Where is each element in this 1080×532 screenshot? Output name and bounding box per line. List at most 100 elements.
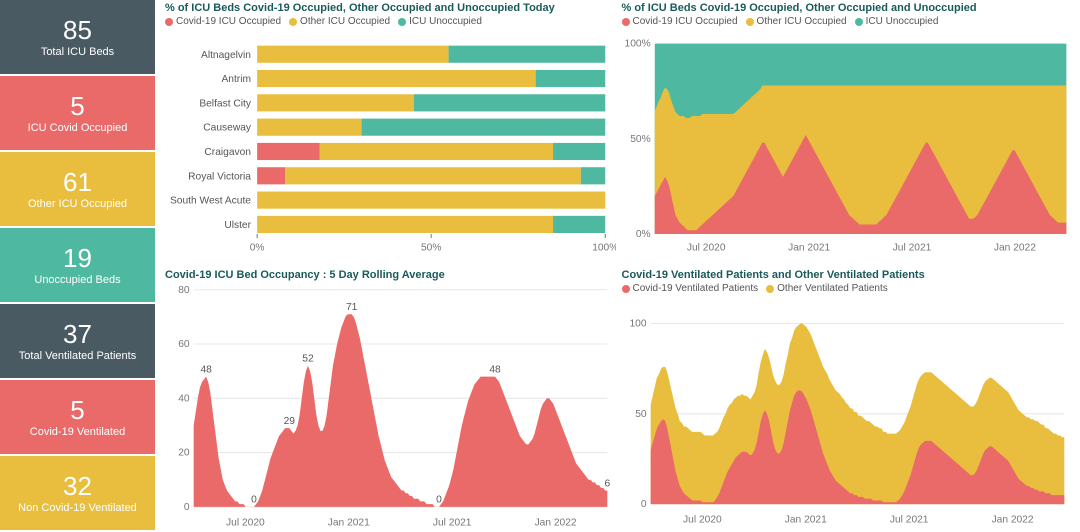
- svg-text:Jan 2021: Jan 2021: [784, 515, 826, 526]
- legend-dot: [746, 18, 754, 26]
- svg-text:Jul 2020: Jul 2020: [686, 242, 725, 253]
- svg-text:Jan 2022: Jan 2022: [991, 515, 1033, 526]
- legend-dot: [766, 285, 774, 293]
- svg-text:Belfast City: Belfast City: [199, 98, 252, 109]
- svg-text:Altnagelvin: Altnagelvin: [201, 50, 251, 61]
- svg-text:0: 0: [184, 502, 190, 513]
- svg-text:50: 50: [635, 409, 647, 420]
- ventilated-title: Covid-19 Ventilated Patients and Other V…: [622, 269, 1073, 281]
- stat-value: 19: [63, 244, 92, 273]
- svg-text:6: 6: [604, 478, 610, 489]
- svg-text:South West Acute: South West Acute: [170, 196, 251, 207]
- stat-label: Total ICU Beds: [41, 46, 114, 58]
- legend-item: Covid-19 Ventilated Patients: [622, 283, 759, 294]
- stat-card: 85 Total ICU Beds: [0, 0, 155, 74]
- stat-value: 85: [63, 16, 92, 45]
- svg-text:Jul 2021: Jul 2021: [892, 242, 931, 253]
- hbar-title: % of ICU Beds Covid-19 Occupied, Other O…: [165, 2, 616, 14]
- stat-value: 32: [63, 472, 92, 501]
- rolling-svg: 0204060804802952710486Jul 2020Jan 2021Ju…: [165, 283, 616, 530]
- stacked-title: % of ICU Beds Covid-19 Occupied, Other O…: [622, 2, 1073, 14]
- svg-text:Jan 2022: Jan 2022: [993, 242, 1035, 253]
- ventilated-legend: Covid-19 Ventilated Patients Other Ventil…: [622, 283, 1073, 294]
- svg-text:48: 48: [200, 365, 212, 376]
- hbar-chart: % of ICU Beds Covid-19 Occupied, Other O…: [165, 2, 616, 263]
- stat-value: 37: [63, 320, 92, 349]
- stat-card: 19 Unoccupied Beds: [0, 228, 155, 302]
- svg-text:48: 48: [489, 365, 501, 376]
- legend-label: Other ICU Occupied: [757, 16, 847, 27]
- legend-label: Covid-19 ICU Occupied: [633, 16, 738, 27]
- svg-text:20: 20: [178, 448, 190, 459]
- legend-dot: [855, 18, 863, 26]
- legend-label: ICU Unoccupied: [409, 16, 482, 27]
- svg-text:52: 52: [302, 354, 314, 365]
- svg-text:100: 100: [629, 319, 646, 330]
- svg-text:0%: 0%: [635, 229, 650, 240]
- svg-text:Royal Victoria: Royal Victoria: [188, 171, 251, 182]
- svg-text:Antrim: Antrim: [221, 74, 251, 85]
- stat-card: 61 Other ICU Occupied: [0, 152, 155, 226]
- legend-item: ICU Unoccupied: [855, 16, 939, 27]
- stat-card: 5 Covid-19 Ventilated: [0, 380, 155, 454]
- svg-text:Jul 2021: Jul 2021: [889, 515, 928, 526]
- legend-label: Covid-19 Ventilated Patients: [633, 283, 759, 294]
- svg-text:71: 71: [346, 302, 358, 313]
- stat-label: Total Ventilated Patients: [19, 350, 136, 362]
- stacked-chart: % of ICU Beds Covid-19 Occupied, Other O…: [622, 2, 1073, 263]
- hbar-svg: Altnagelvin Antrim Belfast City Causeway Cra…: [165, 31, 616, 263]
- stat-card: 37 Total Ventilated Patients: [0, 304, 155, 378]
- stat-value: 5: [70, 396, 84, 425]
- legend-item: ICU Unoccupied: [398, 16, 482, 27]
- svg-text:80: 80: [178, 285, 190, 296]
- svg-text:Jul 2021: Jul 2021: [433, 517, 472, 528]
- svg-text:Jan 2021: Jan 2021: [788, 242, 830, 253]
- svg-text:50%: 50%: [630, 134, 650, 145]
- legend-item: Other ICU Occupied: [289, 16, 390, 27]
- stacked-svg: 0% 50% 100% Jul 2020 Jan 2021 Jul 2021 Jan 202…: [622, 31, 1073, 263]
- svg-text:0%: 0%: [250, 242, 265, 253]
- legend-label: Covid-19 ICU Occupied: [176, 16, 281, 27]
- svg-text:Craigavon: Craigavon: [204, 147, 251, 158]
- svg-text:Jan 2022: Jan 2022: [535, 517, 577, 528]
- legend-dot: [398, 18, 406, 26]
- svg-text:50%: 50%: [421, 242, 441, 253]
- legend-label: Other ICU Occupied: [300, 16, 390, 27]
- rolling-chart: Covid-19 ICU Bed Occupancy : 5 Day Rolli…: [165, 269, 616, 530]
- legend-dot: [165, 18, 173, 26]
- stat-value: 61: [63, 168, 92, 197]
- legend-dot: [622, 285, 630, 293]
- svg-text:60: 60: [178, 339, 190, 350]
- rolling-title: Covid-19 ICU Bed Occupancy : 5 Day Rolli…: [165, 269, 616, 281]
- legend-item: Other ICU Occupied: [746, 16, 847, 27]
- legend-label: ICU Unoccupied: [866, 16, 939, 27]
- legend-dot: [622, 18, 630, 26]
- legend-item: Covid-19 ICU Occupied: [165, 16, 281, 27]
- svg-text:0: 0: [251, 495, 257, 506]
- hbar-legend: Covid-19 ICU Occupied Other ICU Occupied I…: [165, 16, 616, 27]
- legend-item: Other Ventilated Patients: [766, 283, 888, 294]
- svg-text:100%: 100%: [592, 242, 615, 253]
- stat-card: 32 Non Covid-19 Ventilated: [0, 456, 155, 530]
- svg-text:0: 0: [436, 495, 442, 506]
- ventilated-chart: Covid-19 Ventilated Patients and Other V…: [622, 269, 1073, 530]
- stacked-legend: Covid-19 ICU Occupied Other ICU Occupied I…: [622, 16, 1073, 27]
- stat-label: Covid-19 Ventilated: [30, 426, 125, 438]
- svg-text:29: 29: [284, 416, 296, 427]
- stat-label: Unoccupied Beds: [34, 274, 120, 286]
- stat-value: 5: [70, 92, 84, 121]
- legend-label: Other Ventilated Patients: [777, 283, 888, 294]
- svg-text:40: 40: [178, 393, 190, 404]
- main-grid: % of ICU Beds Covid-19 Occupied, Other O…: [155, 0, 1080, 532]
- stat-label: Non Covid-19 Ventilated: [18, 502, 137, 514]
- svg-text:Causeway: Causeway: [203, 123, 252, 134]
- svg-text:100%: 100%: [624, 39, 650, 50]
- ventilated-svg: 0 50 100 Jul 2020 Jan 2021 Jul 2021 Jan 2022: [622, 298, 1073, 530]
- legend-item: Covid-19 ICU Occupied: [622, 16, 738, 27]
- stat-label: Other ICU Occupied: [28, 198, 127, 210]
- svg-text:Ulster: Ulster: [224, 220, 251, 231]
- svg-text:Jul 2020: Jul 2020: [226, 517, 265, 528]
- stat-card: 5 ICU Covid Occupied: [0, 76, 155, 150]
- svg-text:Jul 2020: Jul 2020: [683, 515, 722, 526]
- svg-text:0: 0: [640, 499, 646, 510]
